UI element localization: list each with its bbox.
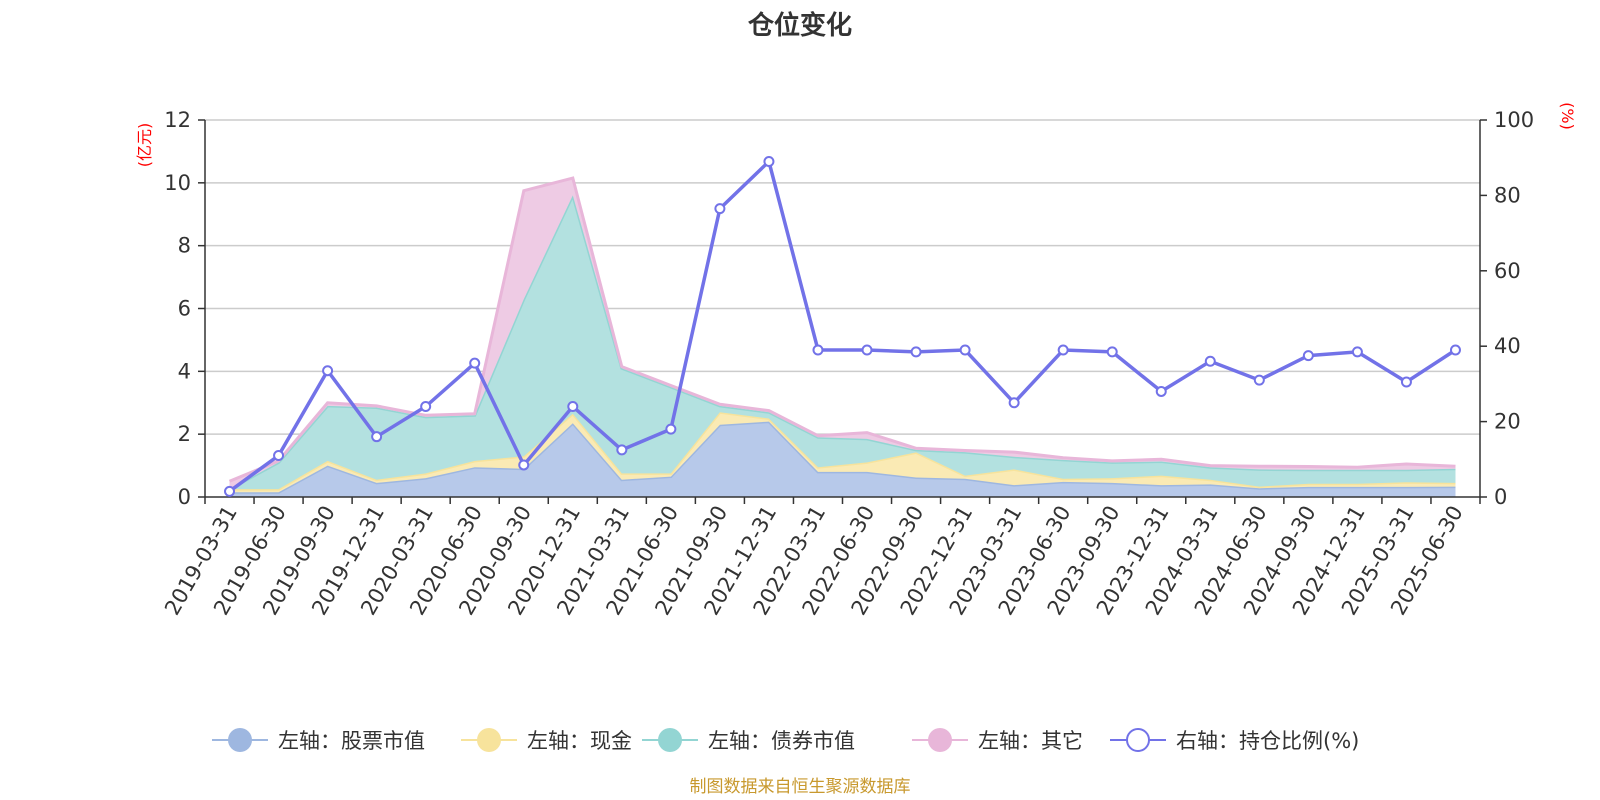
right-tick-label: 60 [1494, 259, 1521, 283]
right-tick-label: 100 [1494, 108, 1534, 132]
data-source-note: 制图数据来自恒生聚源数据库 [690, 777, 911, 797]
legend-label: 左轴：债券市值 [708, 729, 855, 753]
ratio-point [714, 203, 726, 215]
ratio-point [812, 344, 824, 356]
right-tick-label: 40 [1494, 334, 1521, 358]
left-tick-label: 10 [164, 171, 191, 195]
ratio-point [861, 344, 873, 356]
ratio-point [1400, 376, 1412, 388]
left-tick-label: 0 [178, 485, 191, 509]
legend-marker [928, 728, 952, 752]
ratio-point [616, 444, 628, 456]
left-axis-unit: (亿元) [135, 123, 154, 168]
ratio-point [959, 344, 971, 356]
legend-marker [1126, 728, 1150, 752]
legend: 左轴：股票市值 左轴：现金 左轴：债券市值 左轴：其它 右轴：持仓比例(%) [212, 728, 1359, 753]
left-tick-label: 4 [178, 359, 191, 383]
ratio-line [228, 158, 1457, 493]
ratio-point [1302, 350, 1314, 362]
ratio-point [371, 431, 383, 443]
ratio-point [1351, 346, 1363, 358]
right-tick-label: 80 [1494, 183, 1521, 207]
right-axis-ticks: 0 20 40 60 80 100 [1480, 108, 1534, 509]
legend-marker [477, 728, 501, 752]
right-axis-unit: (%) [1558, 102, 1577, 130]
left-tick-label: 12 [164, 108, 191, 132]
ratio-point [1449, 344, 1461, 356]
ratio-point [420, 401, 432, 413]
ratio-point [518, 459, 530, 471]
ratio-point [224, 485, 236, 497]
ratio-point [567, 401, 579, 413]
legend-label: 右轴：持仓比例(%) [1176, 729, 1359, 753]
ratio-point [1106, 346, 1118, 358]
ratio-point [322, 365, 334, 377]
area-fill [229, 178, 1456, 490]
ratio-point [665, 423, 677, 435]
ratio-point [1155, 385, 1167, 397]
legend-marker [228, 728, 252, 752]
grid-lines [205, 119, 1480, 435]
ratio-point [469, 357, 481, 369]
legend-label: 左轴：股票市值 [278, 729, 425, 753]
area-fill [229, 195, 1456, 490]
ratio-point [1057, 344, 1069, 356]
ratio-point [1008, 397, 1020, 409]
ratio-point [273, 450, 285, 462]
ratio-point [763, 155, 775, 167]
legend-marker [658, 728, 682, 752]
ratio-line-series [224, 155, 1461, 497]
ratio-point [910, 346, 922, 358]
left-axis-ticks: 0 2 4 6 8 10 12 [164, 108, 205, 509]
chart-title: 仓位变化 [747, 10, 852, 41]
area-fill [229, 421, 1456, 497]
left-tick-label: 6 [178, 297, 191, 321]
x-axis-ticks: 2019-03-312019-06-302019-09-302019-12-31… [160, 497, 1481, 619]
ratio-point [1204, 355, 1216, 367]
right-tick-label: 0 [1494, 485, 1507, 509]
left-tick-label: 2 [178, 422, 191, 446]
area-edge [228, 176, 1456, 483]
legend-label: 左轴：其它 [978, 729, 1083, 753]
left-tick-label: 8 [178, 234, 191, 258]
right-tick-label: 20 [1494, 410, 1521, 434]
legend-label: 左轴：现金 [527, 729, 632, 753]
stacked-areas [228, 176, 1456, 497]
ratio-point [1253, 374, 1265, 386]
